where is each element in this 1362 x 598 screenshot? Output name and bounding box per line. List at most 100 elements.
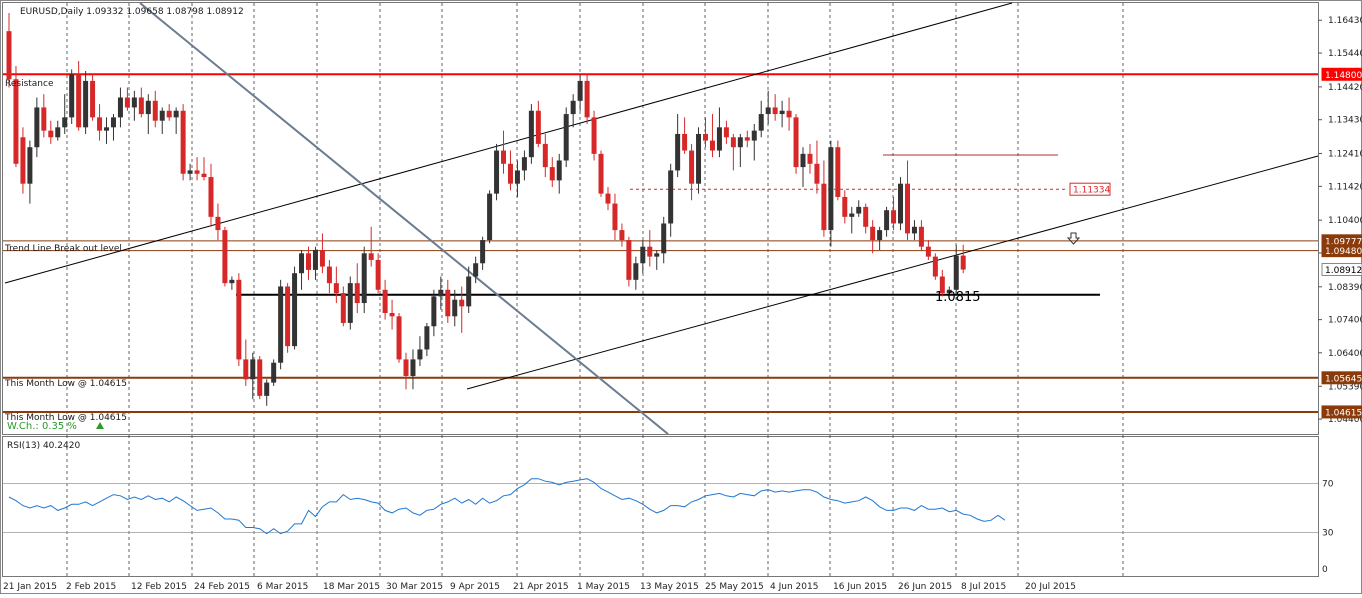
candle-body (507, 163, 513, 184)
y-tick-label: 1.15440 (1328, 49, 1362, 59)
candle-body (786, 110, 792, 118)
candle-body (480, 240, 486, 264)
month-low-label-2: This Month Low @ 1.04615 (4, 413, 127, 423)
candle-body (807, 153, 813, 164)
candle-body (424, 326, 430, 350)
price-tag-label: 1.09480 (1325, 247, 1362, 257)
candle-body (598, 153, 604, 194)
candle-body (97, 117, 103, 131)
x-tick-label: 20 Jul 2015 (1025, 582, 1076, 592)
rsi-tick-label: 70 (1322, 480, 1334, 490)
candle-body (751, 130, 757, 141)
y-tick-label: 1.08390 (1328, 283, 1362, 293)
candle-body (870, 226, 876, 241)
x-tick-label: 25 May 2015 (705, 582, 764, 592)
candle-body (333, 283, 339, 294)
candle-body (431, 296, 437, 327)
down-arrow-icon (1066, 232, 1081, 245)
candle-body (842, 196, 848, 217)
candle-body (124, 97, 130, 108)
candle-body (814, 163, 820, 184)
candle-body (264, 382, 270, 396)
resistance-label: Resistance (5, 79, 54, 89)
candle-body (215, 216, 221, 231)
symbol-header: EURUSD,Daily 1.09332 1.09658 1.08798 1.0… (20, 7, 244, 17)
candle-body (709, 140, 715, 151)
price-tag-box (1069, 182, 1111, 196)
candle-body (591, 117, 597, 154)
candle-body (633, 263, 639, 280)
candle-body (716, 127, 722, 151)
candle-body (194, 170, 200, 174)
price-tag-label: 1.14800 (1325, 71, 1362, 81)
candle-body (584, 80, 590, 118)
x-tick-label: 30 Mar 2015 (386, 582, 443, 592)
candle-body (340, 293, 346, 323)
candle-body (312, 249, 318, 270)
candle-body (605, 193, 611, 204)
y-tick-label: 1.16430 (1328, 16, 1362, 26)
candle-body (494, 150, 500, 194)
candle-body (104, 127, 110, 131)
candle-body (675, 133, 681, 171)
candle-body (417, 349, 423, 360)
price-tag-label: 1.08912 (1325, 266, 1362, 276)
candle-body (758, 114, 764, 131)
x-tick-label: 6 Mar 2015 (257, 582, 308, 592)
rsi-tick-label: 0 (1322, 565, 1328, 575)
candle-body (305, 253, 311, 270)
candle-body (173, 110, 179, 118)
candle-body (201, 173, 207, 178)
candle-body (730, 137, 736, 148)
candle-body (299, 253, 305, 274)
candle-body (911, 226, 917, 234)
candle-body (131, 97, 137, 108)
x-tick-label: 4 Jun 2015 (770, 582, 818, 592)
candle-body (528, 110, 534, 158)
x-tick-label: 26 Jun 2015 (898, 582, 952, 592)
y-tick-label: 1.05390 (1328, 382, 1362, 392)
candle-body (779, 110, 785, 115)
candle-body (612, 203, 618, 231)
y-tick-label: 1.14420 (1328, 83, 1362, 93)
candle-body (41, 107, 47, 131)
candle-body (187, 170, 193, 174)
candle-body (347, 283, 353, 323)
candle-body (863, 206, 869, 227)
candle-body (626, 240, 632, 280)
x-tick-label: 18 Mar 2015 (323, 582, 380, 592)
candle-body (138, 97, 144, 115)
candle-body (793, 117, 799, 168)
candle-body (222, 230, 228, 284)
candle-body (69, 74, 75, 118)
price-tag-box (1321, 405, 1362, 419)
candles-layer (6, 12, 966, 406)
candle-body (654, 253, 660, 257)
overlay-lines (3, 2, 1319, 435)
candle-body (117, 97, 123, 118)
rsi-tick-label: 30 (1322, 528, 1334, 538)
candle-body (535, 110, 541, 144)
candle-body (410, 359, 416, 376)
candle-body (180, 110, 186, 174)
candle-body (577, 80, 583, 101)
candle-body (229, 279, 235, 284)
upper-channel-line (4, 2, 1013, 284)
candle-body (48, 130, 54, 138)
price-tag-label: 1.11334 (1073, 186, 1110, 196)
candle-body (501, 150, 507, 164)
y-tick-label: 1.11420 (1328, 182, 1362, 192)
x-tick-label: 24 Feb 2015 (194, 582, 250, 592)
candle-body (90, 80, 96, 118)
x-tick-label: 13 May 2015 (640, 582, 699, 592)
candle-body (723, 127, 729, 138)
candle-body (452, 299, 458, 317)
support-1-0815-label: 1.0815 (935, 290, 981, 305)
candle-body (668, 170, 674, 224)
candle-body (438, 289, 444, 297)
candle-body (243, 359, 249, 380)
candle-body (459, 299, 465, 307)
x-tick-label: 12 Feb 2015 (131, 582, 187, 592)
